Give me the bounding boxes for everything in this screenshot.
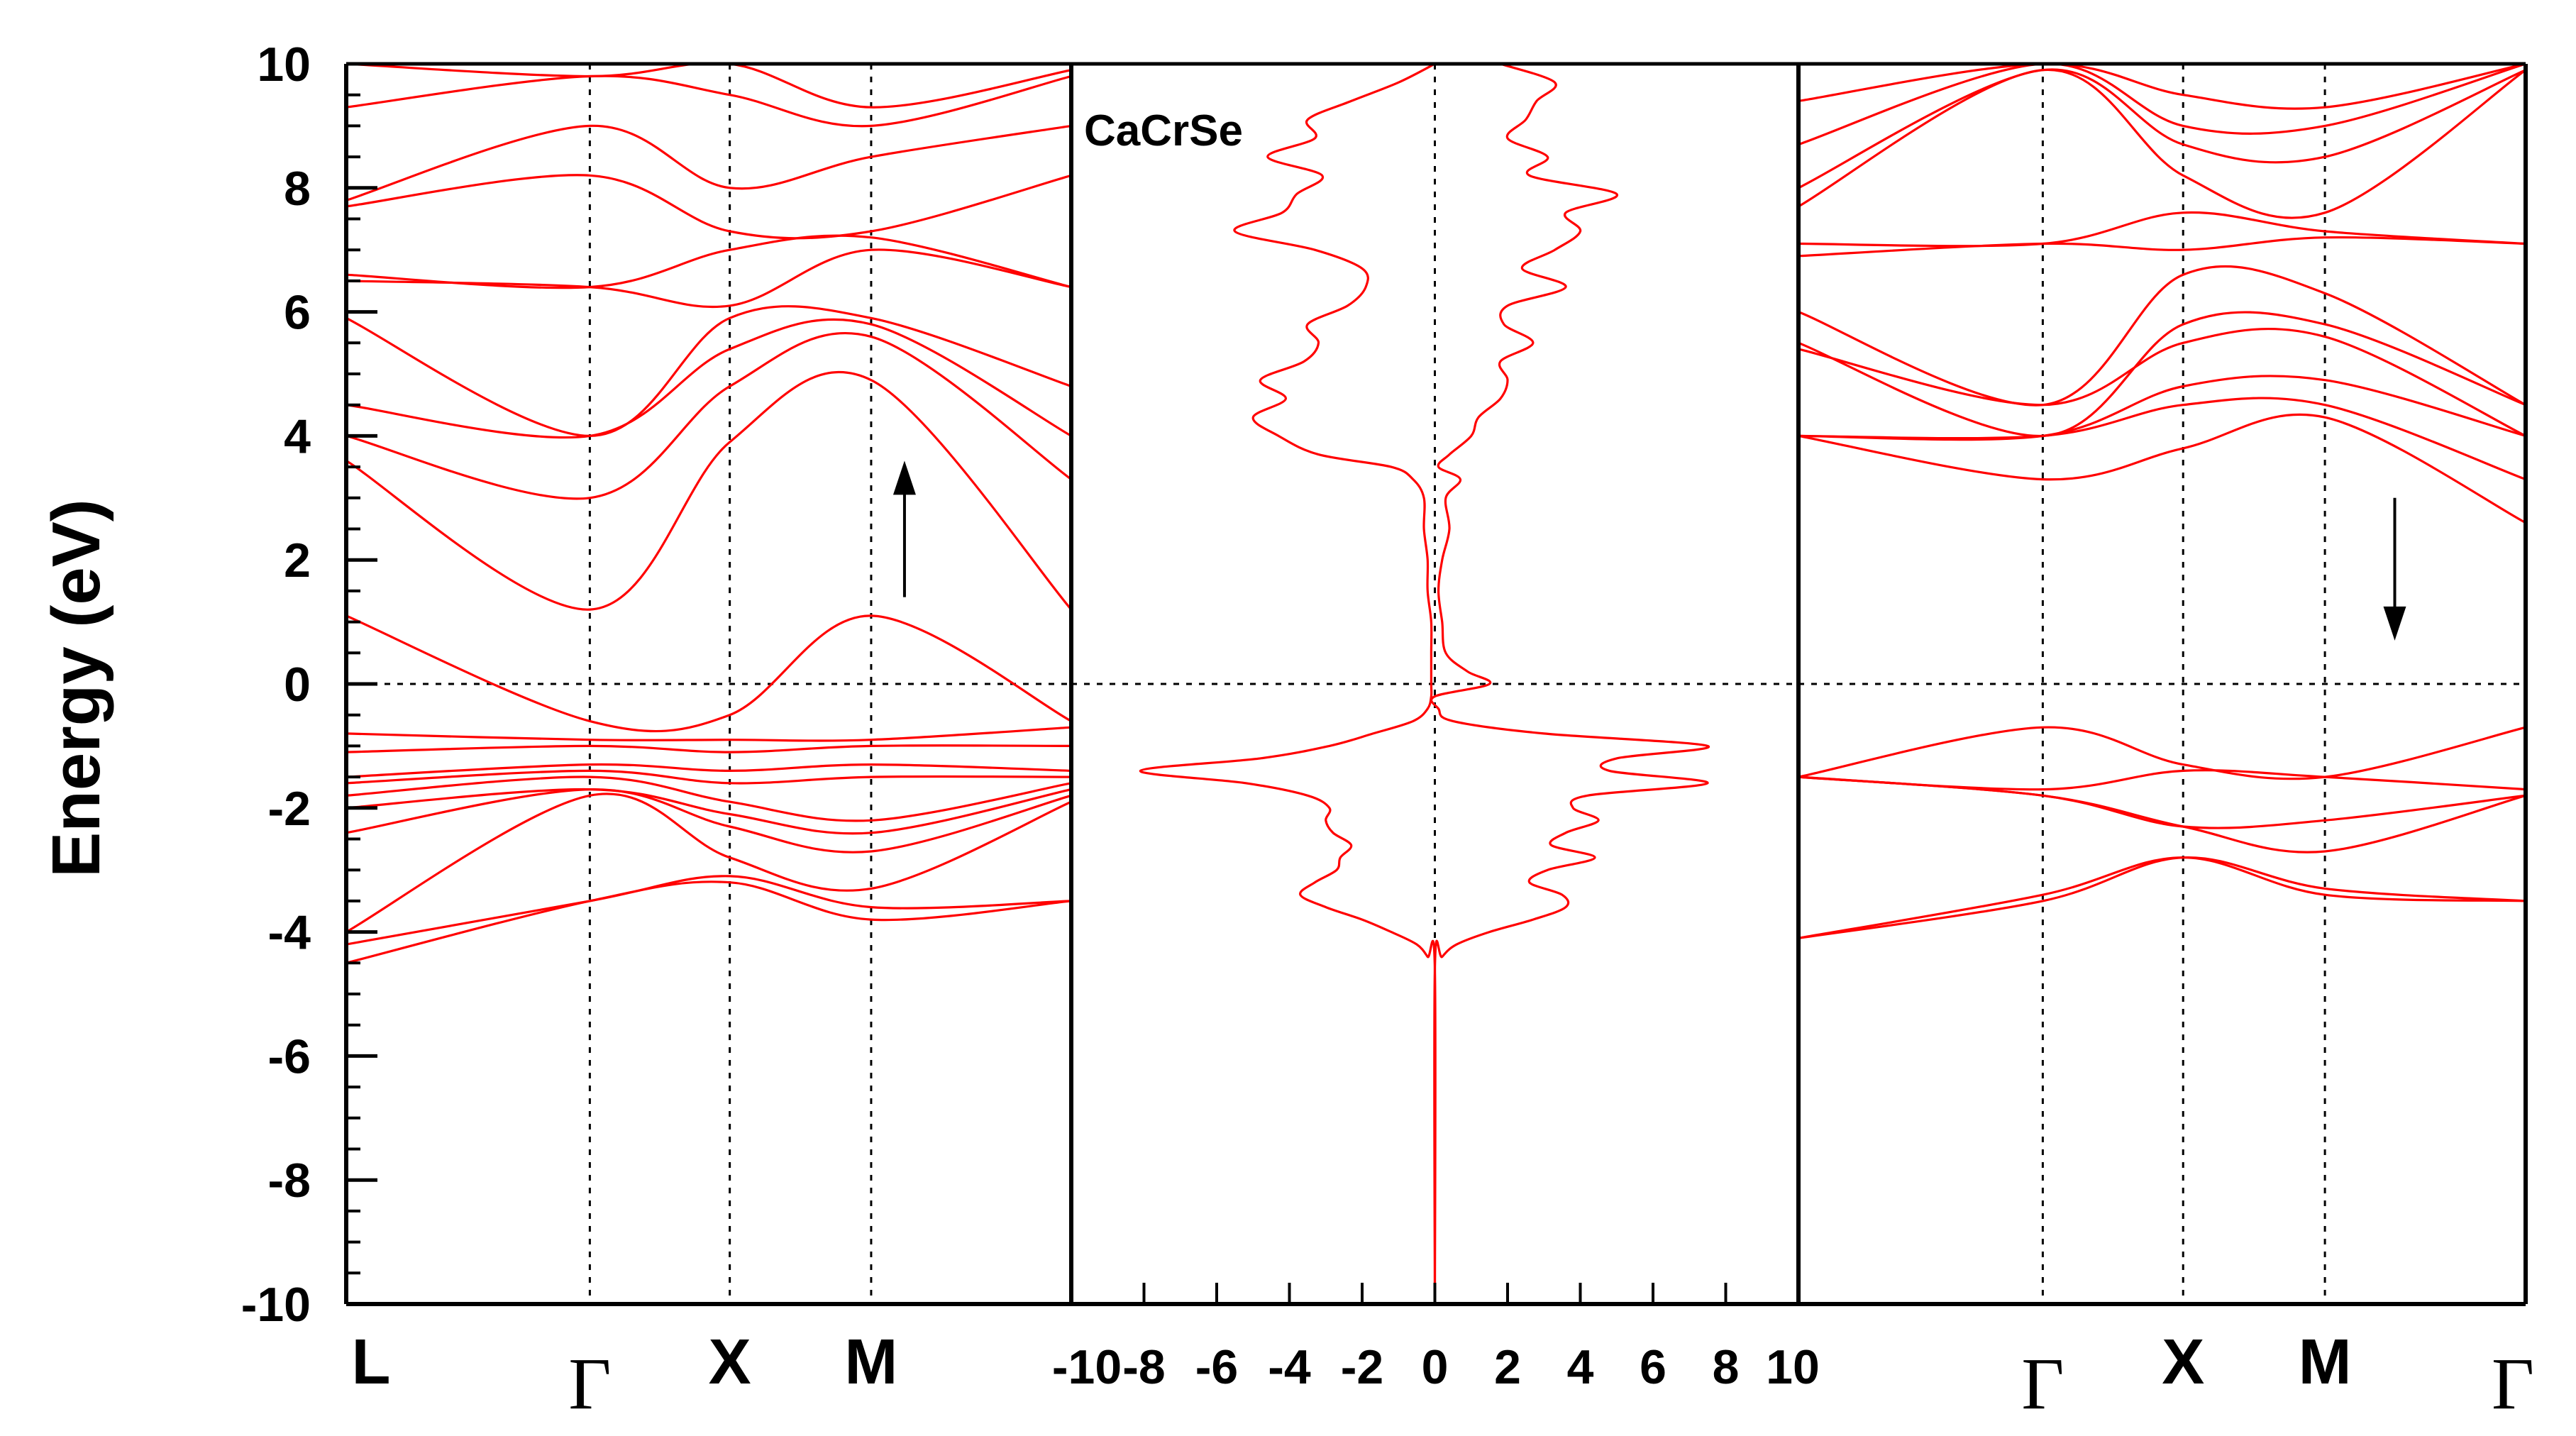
x-tick-label: 8 (1713, 1340, 1740, 1394)
energy-band (1798, 397, 2526, 481)
energy-band (1798, 211, 2526, 248)
y-tick-label: 6 (284, 286, 311, 340)
energy-band (1798, 769, 2526, 791)
energy-band (1798, 311, 2526, 438)
energy-band (346, 769, 1071, 785)
dos-panel: CaCrSe -10 -8 -6 -4 -2 0 2 4 6 8 10 (1052, 64, 1820, 1394)
energy-band (346, 792, 1071, 933)
energy-band (346, 788, 1071, 854)
k-point-label: X (709, 1327, 751, 1398)
x-tick-label: -8 (1122, 1340, 1165, 1394)
k-point-label: Γ (568, 1343, 611, 1425)
energy-band (1798, 413, 2526, 524)
y-tick-label: -4 (268, 906, 311, 960)
y-tick-label: 4 (284, 409, 311, 463)
y-tick-label: 10 (257, 38, 311, 92)
energy-band (346, 124, 1071, 201)
k-point-label: X (2162, 1327, 2204, 1398)
x-tick-label: -2 (1341, 1340, 1383, 1394)
x-tick-label: -4 (1268, 1340, 1311, 1394)
x-tick-label: 4 (1567, 1340, 1594, 1394)
energy-band (1798, 64, 2526, 146)
y-tick-label: -2 (268, 782, 311, 836)
energy-band (1798, 236, 2526, 258)
y-axis-label: Energy (eV) (38, 499, 114, 877)
spin-down-dos-curve (1139, 64, 1437, 1304)
energy-band (346, 775, 1071, 822)
k-point-label: M (844, 1327, 897, 1398)
energy-band (346, 880, 1071, 964)
energy-band (1798, 375, 2526, 441)
energy-band (346, 332, 1071, 500)
x-tick-label: 2 (1494, 1340, 1521, 1394)
energy-band (346, 174, 1071, 240)
energy-band (346, 614, 1071, 733)
y-tick-label: 8 (284, 162, 311, 216)
energy-band (346, 726, 1071, 742)
x-tick-label: 6 (1640, 1340, 1666, 1394)
spin-up-dos-curve (1430, 64, 1710, 1304)
x-tick-label: -6 (1195, 1340, 1238, 1394)
x-tick-label: 0 (1422, 1340, 1449, 1394)
energy-band (346, 305, 1071, 438)
arrow-head (2383, 606, 2406, 641)
energy-band (1798, 856, 2526, 939)
energy-band (346, 64, 1071, 109)
arrow-head (892, 460, 916, 495)
compound-label: CaCrSe (1084, 106, 1243, 155)
y-tick-label: -8 (268, 1154, 311, 1208)
energy-band (346, 875, 1071, 946)
energy-band (1798, 265, 2526, 407)
energy-band (1798, 69, 2526, 219)
k-point-label: Γ (2021, 1343, 2064, 1425)
energy-band (346, 788, 1071, 835)
energy-band (1798, 64, 2526, 110)
energy-axis: 10 8 6 4 2 0 -2 -4 -6 -8 -10 (241, 38, 377, 1332)
energy-band (1798, 726, 2526, 780)
energy-band (1798, 856, 2526, 939)
k-point-label: M (2299, 1327, 2352, 1398)
panel-frames (344, 62, 2528, 1306)
energy-band (346, 234, 1071, 289)
energy-band (346, 74, 1071, 128)
k-point-label: Γ (2492, 1343, 2534, 1425)
energy-band (1798, 775, 2526, 854)
y-tick-label: 2 (284, 534, 311, 587)
k-point-label: L (352, 1327, 391, 1398)
energy-band (346, 371, 1071, 611)
y-tick-label: -6 (268, 1029, 311, 1083)
x-tick-label: -10 (1052, 1340, 1122, 1394)
x-tick-label: 10 (1766, 1340, 1820, 1394)
energy-band (1798, 68, 2526, 189)
energy-band (346, 744, 1071, 753)
energy-band (346, 318, 1071, 439)
energy-band (346, 248, 1071, 309)
y-tick-label: -10 (241, 1278, 311, 1332)
y-tick-label: 0 (284, 658, 311, 712)
energy-band (346, 763, 1071, 778)
energy-band (1798, 327, 2526, 437)
